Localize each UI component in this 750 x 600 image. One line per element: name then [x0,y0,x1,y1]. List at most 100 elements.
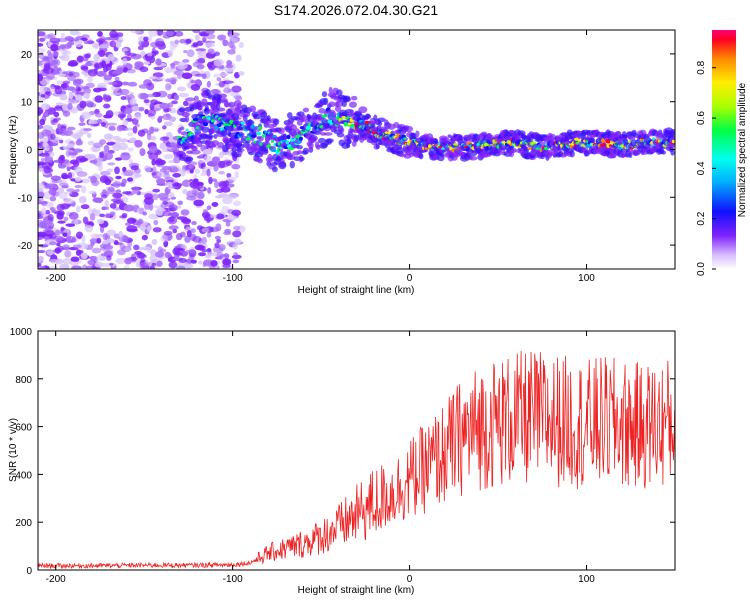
noise-blob [188,164,194,169]
noise-blob [122,57,128,66]
noise-blob [154,40,166,47]
ridge-halo [347,131,354,136]
noise-blob [216,77,222,82]
noise-blob [84,53,91,59]
noise-blob [144,108,149,115]
ridge-core [286,134,291,140]
noise-blob [86,40,95,45]
noise-blob [94,62,100,71]
noise-blob [196,40,204,47]
ridge-halo [278,161,287,170]
ridge-halo [348,101,357,108]
noise-blob [89,190,97,195]
colorbar: 0.0 0.2 0.4 0.6 0.8 Normalized spectral ampl… [696,30,748,276]
spectrogram-xlabel: Height of straight line (km) [298,285,415,296]
noise-blob [96,237,102,244]
noise-blob [183,49,188,54]
snr-ytick-label: 600 [15,423,32,434]
noise-blob [81,185,87,194]
noise-blob [137,106,145,112]
noise-blob [83,73,90,78]
noise-blob [59,44,66,50]
noise-blob [149,145,158,154]
ridge-halo [223,138,230,144]
ridge-halo [213,133,218,139]
noise-blob [90,176,98,184]
noise-blob [38,161,47,166]
noise-blob [198,252,207,257]
noise-blob [38,124,44,130]
snr-ytick-label: 400 [15,470,32,481]
noise-blob [173,178,179,184]
noise-blob [62,80,71,85]
noise-blob [91,42,99,49]
noise-blob [121,126,129,132]
noise-blob [201,249,208,253]
noise-blob [162,125,167,130]
noise-blob [176,247,186,252]
noise-blob [174,251,183,256]
noise-blob [115,32,124,38]
noise-blob [84,153,92,159]
noise-blob [157,246,163,253]
noise-blob [70,154,77,159]
noise-blob [194,34,200,41]
snr-ytick-label: 1000 [10,327,33,338]
noise-blob [58,128,68,136]
noise-blob [168,225,179,230]
ridge-halo [373,114,378,121]
spectrogram-ytick-label: -10 [18,193,33,204]
ridge-halo [310,136,317,142]
snr-plot-area [38,350,675,570]
ridge-halo [317,137,327,144]
noise-blob [214,242,220,249]
ridge-halo [301,116,306,122]
noise-blob [232,242,238,250]
noise-blob [185,169,192,174]
noise-blob [76,55,84,63]
noise-blob [105,213,111,219]
noise-blob [217,34,227,41]
noise-blob [217,160,226,169]
ridge-halo [302,107,310,113]
noise-blob [178,92,189,98]
ridge-halo [328,101,336,108]
noise-blob [54,247,61,254]
noise-blob [38,42,44,47]
ridge-halo [288,119,294,125]
noise-blob [192,30,201,34]
ridge-halo [545,151,553,159]
noise-blob [174,70,185,76]
noise-blob [206,232,212,238]
noise-blob [78,91,85,96]
noise-blob [112,70,124,74]
noise-blob [97,87,107,92]
noise-blob [202,149,212,155]
noise-blob [100,194,108,199]
ridge-halo [231,146,237,153]
noise-blob [158,115,164,120]
noise-blob [118,111,125,115]
ridge-halo [343,95,351,101]
ridge-core [384,131,389,135]
noise-blob [139,66,149,73]
ridge-core [270,149,277,153]
ridge-halo [509,130,516,135]
noise-blob [39,79,50,86]
noise-blob [68,150,73,156]
ridge-halo [345,143,351,148]
noise-blob [108,125,116,131]
ridge-halo [206,108,213,114]
noise-blob [214,235,221,240]
noise-blob [107,186,115,192]
noise-blob [150,135,157,141]
noise-blob [104,37,113,41]
noise-blob [62,109,71,117]
ridge-halo [236,102,242,110]
noise-blob [43,62,51,68]
noise-blob [89,119,99,125]
noise-blob [94,261,104,268]
noise-blob [182,217,192,225]
noise-blob [195,48,207,52]
